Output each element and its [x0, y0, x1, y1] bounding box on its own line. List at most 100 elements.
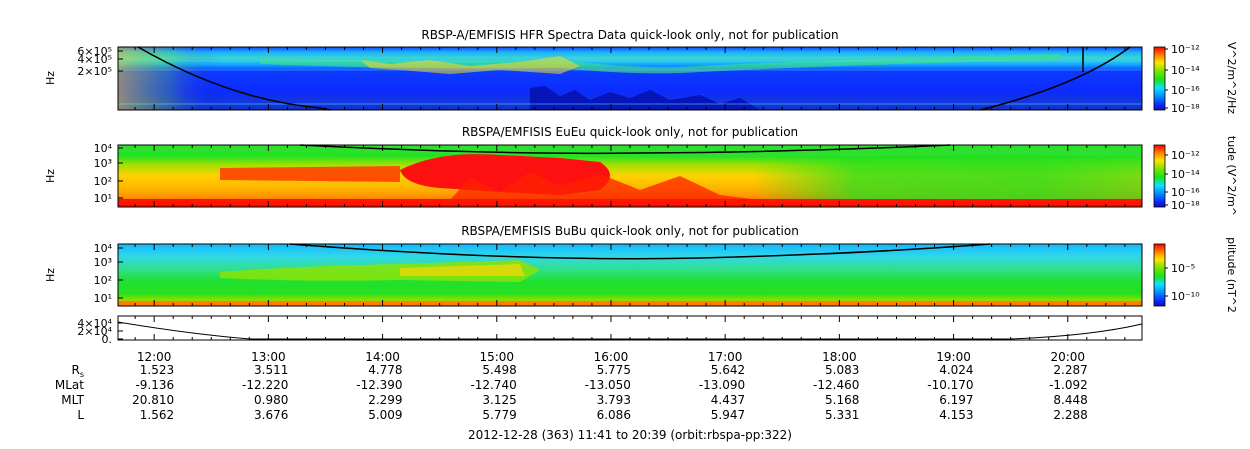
line-series: [117, 321, 1143, 340]
y-tick-label: 10²: [94, 175, 112, 188]
ephemeris-value: -1.092: [1049, 378, 1088, 392]
ephemeris-value: 5.168: [825, 393, 859, 407]
y-tick-label: 10¹: [94, 292, 112, 305]
y-tick-label: 6×10⁵: [77, 45, 112, 58]
ephemeris-row-label: L: [77, 408, 84, 422]
y-tick-label: 10²: [94, 274, 112, 287]
ephemeris-value: 4.024: [939, 363, 973, 377]
x-tick-label: 17:00: [708, 350, 743, 364]
eueu-cyclotron-curve: [299, 144, 951, 155]
ephemeris-value: 2.299: [368, 393, 402, 407]
ephemeris-value: 3.125: [482, 393, 516, 407]
bubu-cyclotron-curve: [289, 243, 991, 260]
colorbar-tick-label: 10⁻¹⁴: [1171, 168, 1200, 181]
colorbar-title-2: tude (V^2/m^: [1225, 136, 1238, 216]
line-panel: [117, 315, 1143, 341]
ephemeris-value: 5.083: [825, 363, 859, 377]
bubu-chorus-band: [220, 260, 540, 282]
ephemeris-value: 3.793: [597, 393, 631, 407]
colorbar-title-1: V^2/m^2/Hz: [1225, 42, 1238, 114]
hfr-disturbed-region: [360, 56, 580, 74]
colorbar-tick-label: 10⁻¹⁰: [1171, 290, 1200, 303]
colorbar-tick-label: 10⁻¹⁸: [1171, 199, 1200, 212]
ephemeris-value: 5.775: [597, 363, 631, 377]
ephemeris-value: -12.390: [356, 378, 402, 392]
axes-labels: RBSP-A/EMFISIS HFR Spectra Data quick-lo…: [44, 28, 1238, 442]
y-axis-label-1: Hz: [44, 71, 57, 85]
hfr-cyclotron-curve: [137, 46, 1131, 111]
hfr-panel: [117, 46, 1143, 111]
panel-title-1: RBSP-A/EMFISIS HFR Spectra Data quick-lo…: [421, 28, 838, 42]
x-tick-label: 12:00: [137, 350, 172, 364]
y-tick-label: 4×10⁵: [77, 53, 112, 66]
y-tick-label: 10⁴: [94, 242, 113, 255]
y-tick-label: 10⁴: [94, 142, 113, 155]
colorbar-tick-label: 10⁻¹⁴: [1171, 64, 1200, 77]
ephemeris-row-subscript: s: [80, 370, 84, 379]
colorbar-tick-label: 10⁻¹⁸: [1171, 102, 1200, 115]
x-tick-label: 14:00: [365, 350, 400, 364]
ephemeris-value: 8.448: [1053, 393, 1087, 407]
x-tick-label: 19:00: [936, 350, 971, 364]
y-tick-label: 10³: [94, 256, 112, 269]
panel-title-2: RBSPA/EMFISIS EuEu quick-look only, not …: [462, 125, 798, 139]
ephemeris-value: -13.090: [699, 378, 745, 392]
ephemeris-value: -12.460: [813, 378, 859, 392]
y-tick-label: 10¹: [94, 192, 112, 205]
y-tick-label: 2×10⁴: [77, 325, 112, 338]
ephemeris-value: 4.437: [711, 393, 745, 407]
colorbar-tick-label: 10⁻¹²: [1171, 43, 1200, 56]
x-tick-label: 15:00: [479, 350, 514, 364]
ephemeris-value: 5.642: [711, 363, 745, 377]
ephemeris-value: 5.498: [482, 363, 516, 377]
ephemeris-row-label: MLT: [61, 393, 84, 407]
y-tick-label: 4×10⁴: [77, 317, 112, 330]
bubu-panel: [117, 243, 1143, 307]
ephemeris-value: -13.050: [585, 378, 631, 392]
ephemeris-value: 4.153: [939, 408, 973, 422]
ephemeris-value: 5.779: [482, 408, 516, 422]
eueu-colorbar: [1153, 144, 1166, 208]
ephemeris-value: -10.170: [927, 378, 973, 392]
colorbar-title-3: plitude (nT^2: [1225, 237, 1238, 313]
ephemeris-value: 5.947: [711, 408, 745, 422]
panel-title-3: RBSPA/EMFISIS BuBu quick-look only, not …: [461, 224, 799, 238]
ephemeris-value: 0.980: [254, 393, 288, 407]
bubu-chorus-core: [400, 264, 525, 276]
colorbar-tick-label: 10⁻¹⁶: [1171, 84, 1200, 97]
ephemeris-row-label: MLat: [55, 378, 84, 392]
ephemeris-value: -12.220: [242, 378, 288, 392]
eueu-panel: [117, 144, 1143, 208]
colorbar-tick-label: 10⁻⁵: [1171, 262, 1195, 275]
x-tick-label: 18:00: [822, 350, 857, 364]
ephemeris-value: 4.778: [368, 363, 402, 377]
ephemeris-value: 3.511: [254, 363, 288, 377]
ephemeris-value: 5.331: [825, 408, 859, 422]
y-tick-label: 0.: [102, 333, 113, 346]
y-axis-label-3: Hz: [44, 268, 57, 282]
hfr-colorbar: [1153, 46, 1166, 111]
x-tick-label: 13:00: [251, 350, 286, 364]
ephemeris-value: 1.523: [140, 363, 174, 377]
ephemeris-row-label: Rs: [71, 363, 84, 379]
line-frame: [117, 315, 1143, 341]
ephemeris-value: -12.740: [470, 378, 516, 392]
x-tick-label: 16:00: [594, 350, 629, 364]
eueu-wave-burst: [400, 154, 610, 195]
ephemeris-value: -9.136: [135, 378, 174, 392]
y-tick-label: 10³: [94, 157, 112, 170]
y-tick-label: 2×10⁵: [77, 65, 112, 78]
colorbar-tick-label: 10⁻¹²: [1171, 149, 1200, 162]
y-axis-label-2: Hz: [44, 169, 57, 183]
ephemeris-value: 6.086: [597, 408, 631, 422]
ephemeris-value: 1.562: [140, 408, 174, 422]
eueu-chorus-band: [220, 166, 400, 182]
ephemeris-value: 6.197: [939, 393, 973, 407]
ephemeris-value: 5.009: [368, 408, 402, 422]
ephemeris-value: 2.287: [1053, 363, 1087, 377]
footer-caption: 2012-12-28 (363) 11:41 to 20:39 (orbit:r…: [468, 428, 792, 442]
ephemeris-value: 2.288: [1053, 408, 1087, 422]
ephemeris-value: 3.676: [254, 408, 288, 422]
ephemeris-value: 20.810: [132, 393, 174, 407]
